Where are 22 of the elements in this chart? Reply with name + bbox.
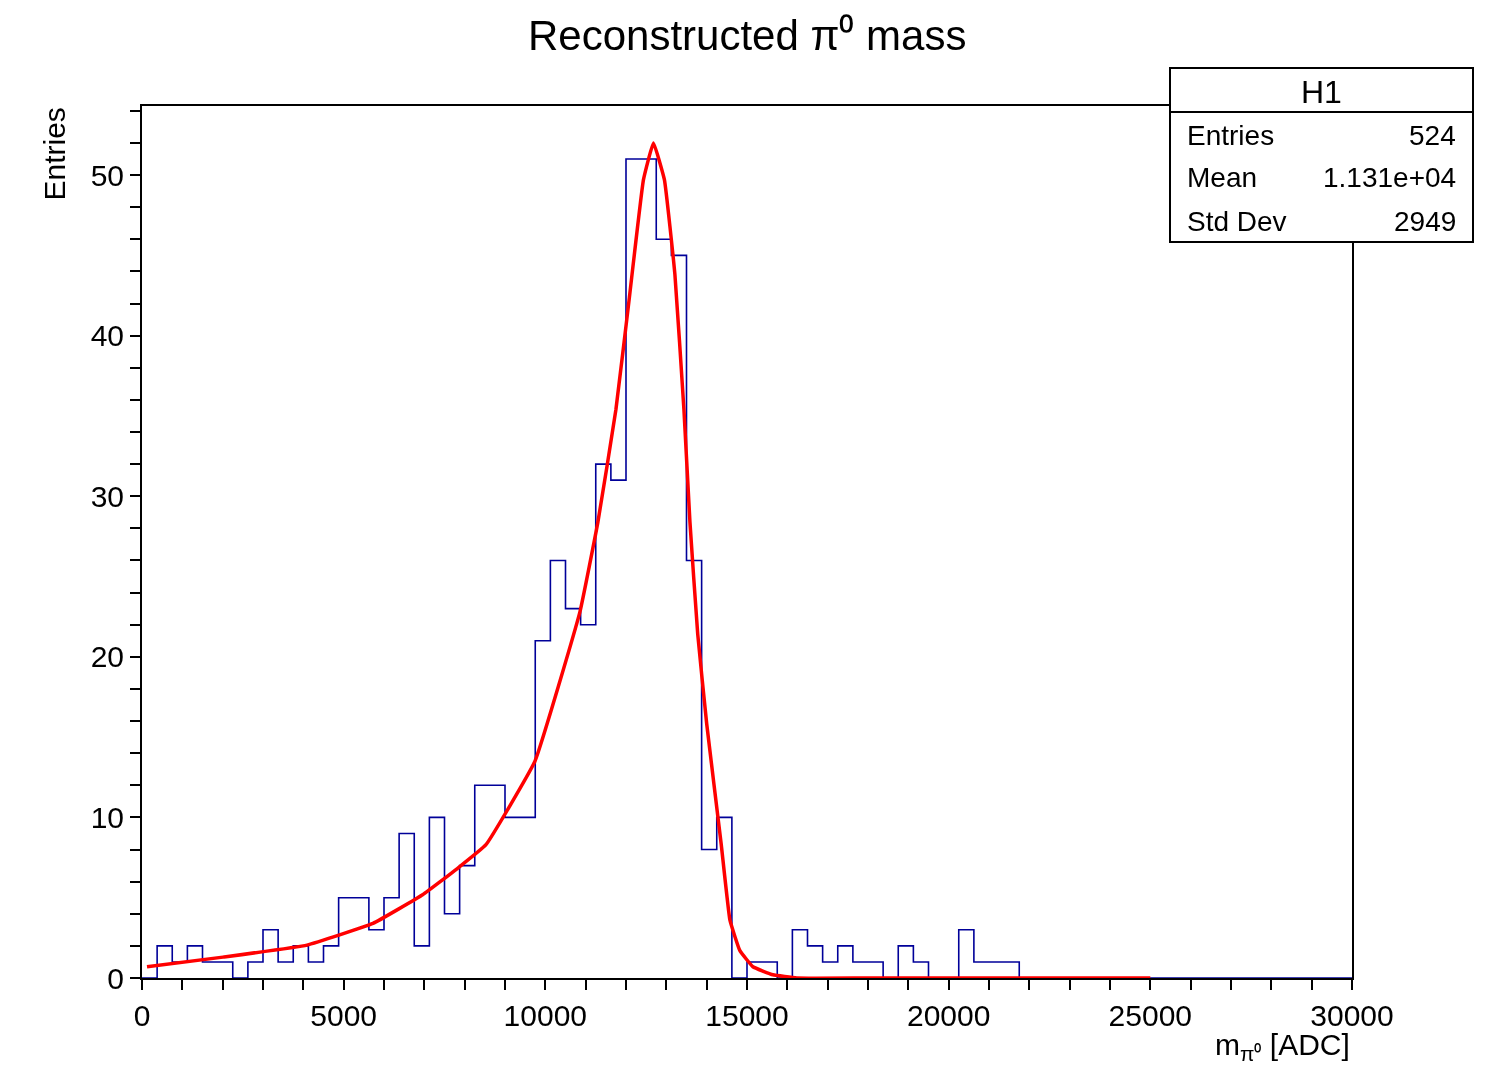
annotation: Mean — [1187, 162, 1258, 193]
y-tick-label: 20 — [90, 640, 124, 674]
text: 2949 — [1394, 206, 1457, 237]
x-tick-label: 10000 — [503, 999, 588, 1032]
annotation: Entries — [1187, 120, 1275, 151]
annotation: Std Dev — [1187, 206, 1287, 237]
y-tick-label: 10 — [90, 800, 124, 834]
y-tick-label: 40 — [90, 319, 124, 353]
chart-title: Reconstructed π⁰ mass — [528, 12, 967, 59]
x-tick-label: 25000 — [1108, 999, 1193, 1032]
x-tick-label: 20000 — [906, 999, 991, 1032]
y-tick-label: 0 — [107, 961, 124, 995]
x-tick-label: 5000 — [310, 999, 378, 1032]
text: 524 — [1409, 120, 1456, 151]
y-axis-title: Entries — [37, 107, 71, 201]
annotation: 1.131e+04 — [1323, 162, 1457, 193]
x-tick-label: 15000 — [705, 999, 789, 1032]
y-tick-label: 30 — [90, 479, 124, 513]
line-series — [145, 141, 1153, 978]
y-tick-label: 50 — [90, 158, 124, 192]
annotation: H1 — [1301, 74, 1342, 110]
x-tick-label: 0 — [133, 999, 151, 1032]
